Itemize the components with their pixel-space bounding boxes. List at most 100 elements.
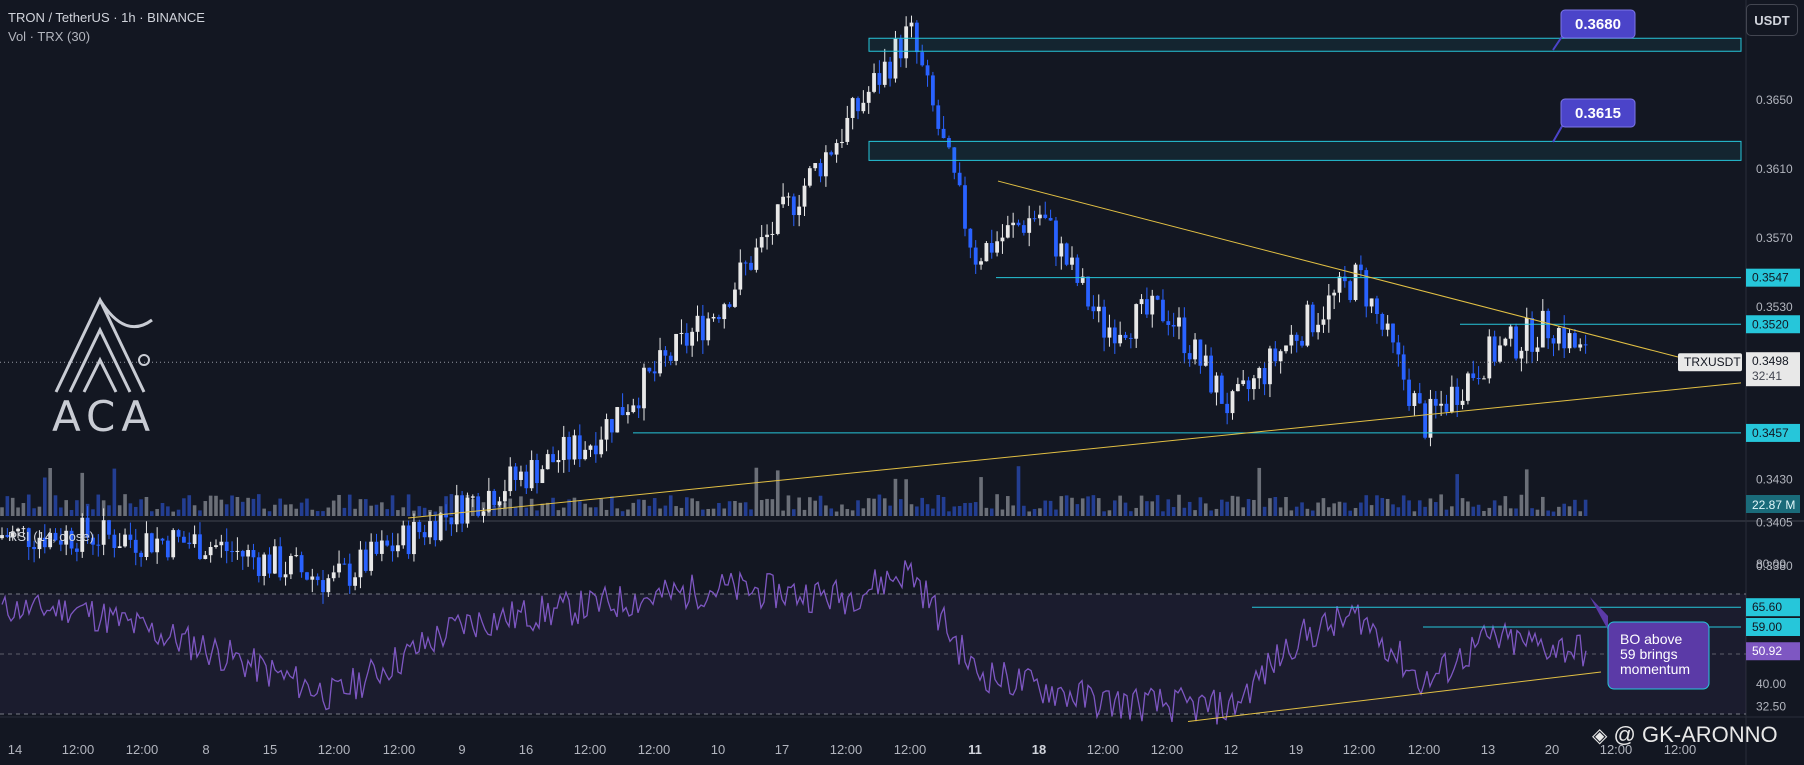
volume-bar — [283, 504, 288, 516]
candle-body — [1417, 393, 1422, 404]
volume-bar — [535, 510, 539, 516]
time-tick-label: 15 — [263, 742, 277, 757]
volume-bar — [1241, 507, 1245, 516]
candle-body — [1080, 276, 1085, 283]
candle-body — [224, 541, 229, 552]
volume-bar — [1214, 508, 1219, 516]
candle-body — [743, 262, 748, 264]
volume-bar — [984, 507, 989, 516]
volume-bar — [144, 496, 149, 516]
volume-bar — [1455, 474, 1459, 516]
volume-bar — [690, 498, 694, 516]
candle-body — [1155, 295, 1160, 300]
candle-body — [497, 501, 502, 506]
candle-body — [679, 332, 684, 334]
candle-body — [0, 535, 4, 539]
volume-bar — [952, 506, 957, 516]
volume-bar — [845, 509, 850, 516]
candle-body — [1027, 218, 1032, 233]
candle-body — [807, 168, 812, 186]
last-price-tag — [1746, 352, 1800, 387]
candle-body — [588, 445, 593, 450]
target-callout-label: 0.3680 — [1575, 16, 1621, 33]
volume-bar — [1043, 500, 1048, 516]
candle-body — [733, 289, 737, 307]
volume-bar — [626, 509, 630, 516]
candle-body — [139, 552, 143, 558]
candle-body — [417, 521, 422, 533]
candle-body — [1107, 327, 1112, 338]
candle-body — [738, 262, 743, 290]
candle-body — [1219, 375, 1224, 404]
candle-body — [1433, 398, 1438, 406]
volume-bar — [160, 503, 165, 516]
volume-bar — [364, 499, 368, 516]
volume-bar — [53, 495, 58, 516]
candle-body — [1578, 344, 1583, 348]
candle-body — [577, 435, 582, 460]
candle-body — [1476, 378, 1481, 380]
volume-bar — [262, 508, 266, 516]
candle-body — [289, 555, 293, 575]
volume-bar — [1289, 510, 1294, 516]
candle-body — [1391, 323, 1395, 343]
candle-body — [251, 550, 256, 558]
volume-bar — [925, 504, 930, 516]
price-tick-label: 0.3405 — [1756, 516, 1793, 530]
volume-bar — [1198, 497, 1203, 516]
volume-bar — [572, 497, 577, 516]
candle-body — [706, 318, 711, 341]
volume-bar — [1508, 508, 1513, 516]
rsi-current-tag-label: 50.92 — [1752, 644, 1782, 658]
candle-body — [337, 563, 341, 573]
volume-bar — [1278, 507, 1283, 516]
volume-bar — [1541, 496, 1545, 516]
volume-bar — [551, 497, 555, 516]
candle-body — [133, 539, 138, 553]
candle-body — [385, 540, 390, 546]
time-tick-label: 17 — [775, 742, 789, 757]
candle-body — [165, 540, 170, 558]
volume-bar — [75, 500, 79, 516]
candle-body — [1123, 334, 1128, 338]
candle-body — [604, 419, 609, 440]
candle-body — [1316, 324, 1320, 333]
candle-body — [904, 26, 909, 59]
time-tick-label: 14 — [8, 742, 22, 757]
volume-bar — [882, 498, 887, 516]
last-price-value: 0.3498 — [1752, 354, 1789, 368]
volume-bar — [10, 497, 15, 516]
candle-body — [96, 544, 101, 546]
volume-bar — [1230, 495, 1235, 516]
volume-bar — [1466, 501, 1470, 516]
candle-body — [1182, 317, 1187, 354]
rsi-level-tag — [1746, 618, 1800, 636]
candle-body — [1005, 225, 1010, 238]
time-tick-label: 12:00 — [1408, 742, 1441, 757]
candle-body — [1449, 386, 1454, 412]
candle-body — [283, 574, 288, 578]
candle-body — [347, 563, 352, 586]
volume-bar — [251, 498, 256, 516]
volume-bar — [492, 505, 496, 516]
volume-bar — [540, 503, 545, 516]
candle-body — [1492, 336, 1497, 362]
rsi-line — [1, 560, 1587, 725]
volume-bar — [957, 506, 962, 516]
candle-body — [144, 533, 149, 558]
volume-bar — [208, 495, 213, 516]
candle-body — [1145, 299, 1149, 315]
candle-body — [722, 304, 727, 320]
volume-bar — [1054, 509, 1058, 516]
currency-button[interactable]: USDT — [1746, 4, 1798, 36]
volume-bar — [353, 508, 357, 516]
target-callout-box — [1560, 9, 1636, 39]
candle-body — [979, 261, 983, 265]
volume-bar — [1080, 498, 1085, 516]
volume-bar — [417, 506, 422, 516]
candle-body — [984, 243, 989, 262]
candle-body — [909, 22, 914, 27]
volume-bar — [1096, 498, 1101, 516]
candle-body — [438, 513, 443, 541]
